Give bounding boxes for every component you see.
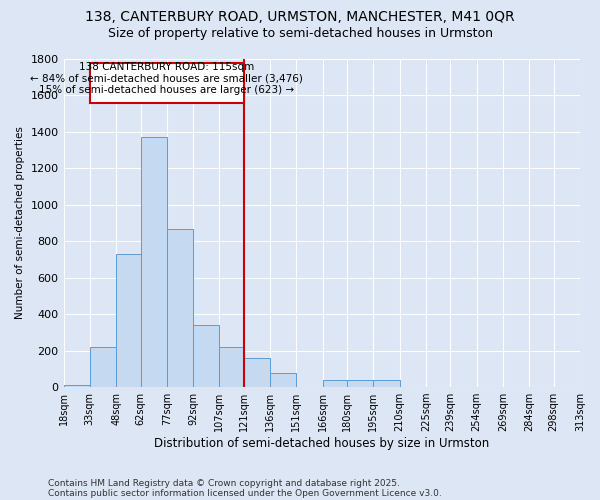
Bar	[116, 254, 140, 387]
X-axis label: Distribution of semi-detached houses by size in Urmston: Distribution of semi-detached houses by …	[154, 437, 490, 450]
Text: Size of property relative to semi-detached houses in Urmston: Size of property relative to semi-detach…	[107, 28, 493, 40]
Bar	[140, 138, 167, 387]
Bar	[90, 62, 244, 102]
Bar	[244, 358, 270, 387]
Bar	[270, 372, 296, 387]
Text: 15% of semi-detached houses are larger (623) →: 15% of semi-detached houses are larger (…	[39, 85, 295, 95]
Text: Contains HM Land Registry data © Crown copyright and database right 2025.: Contains HM Land Registry data © Crown c…	[48, 478, 400, 488]
Text: ← 84% of semi-detached houses are smaller (3,476): ← 84% of semi-detached houses are smalle…	[31, 74, 303, 84]
Bar	[167, 228, 193, 387]
Bar	[347, 380, 373, 387]
Text: 138, CANTERBURY ROAD, URMSTON, MANCHESTER, M41 0QR: 138, CANTERBURY ROAD, URMSTON, MANCHESTE…	[85, 10, 515, 24]
Bar	[220, 347, 244, 387]
Bar	[64, 386, 90, 387]
Y-axis label: Number of semi-detached properties: Number of semi-detached properties	[15, 126, 25, 320]
Text: Contains public sector information licensed under the Open Government Licence v3: Contains public sector information licen…	[48, 488, 442, 498]
Bar	[323, 380, 347, 387]
Bar	[193, 325, 220, 387]
Bar	[90, 347, 116, 387]
Bar	[373, 380, 400, 387]
Text: 138 CANTERBURY ROAD: 115sqm: 138 CANTERBURY ROAD: 115sqm	[79, 62, 254, 72]
